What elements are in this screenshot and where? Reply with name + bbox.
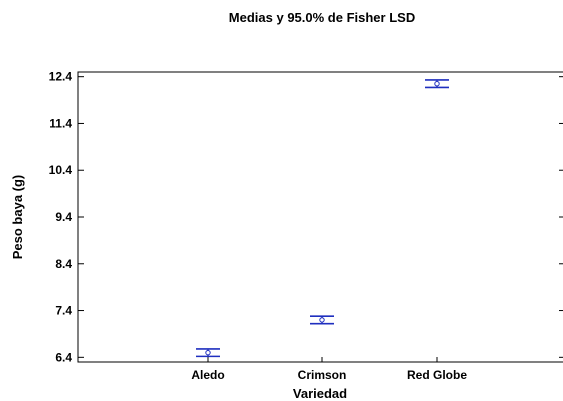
- y-tick-label: 6.4: [55, 350, 72, 364]
- chart-title: Medias y 95.0% de Fisher LSD: [229, 10, 415, 25]
- y-tick-label: 12.4: [49, 70, 73, 84]
- mean-point: [434, 80, 440, 87]
- y-tick-label: 11.4: [49, 116, 72, 130]
- x-tick-label: Red Globe: [407, 368, 467, 382]
- y-tick-label: 7.4: [55, 304, 72, 318]
- x-tick-label: Crimson: [298, 368, 347, 382]
- mean-point: [205, 349, 211, 356]
- y-axis: 6.4 7.4 8.4 9.4 10.4 11.4 12.4: [49, 70, 563, 364]
- y-tick-label: 10.4: [49, 163, 73, 177]
- y-tick-label: 8.4: [55, 257, 72, 271]
- y-axis-label: Peso baya (g): [10, 175, 25, 260]
- plot-marks: [196, 79, 449, 358]
- mean-point: [319, 317, 325, 323]
- x-tick-label: Aledo: [191, 368, 224, 382]
- x-axis: Aledo Crimson Red Globe: [191, 357, 467, 382]
- y-tick-label: 9.4: [55, 210, 72, 224]
- x-axis-label: Variedad: [293, 386, 347, 401]
